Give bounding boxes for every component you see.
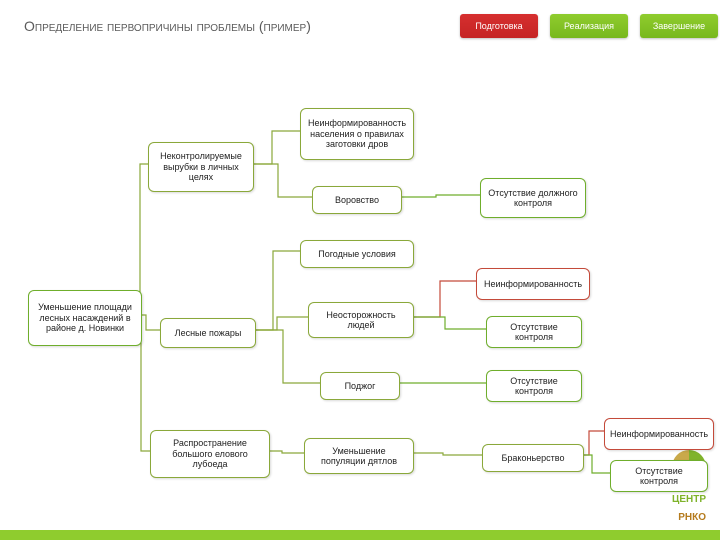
- node-noctrl3: Отсутствие контроля: [486, 370, 582, 402]
- node-weather: Погодные условия: [300, 240, 414, 268]
- edge-fire-weather: [246, 251, 300, 330]
- node-theft: Воровство: [312, 186, 402, 214]
- node-people: Неосторожность людей: [308, 302, 414, 338]
- logo-text-2: РНКО: [678, 512, 706, 523]
- node-root: Уменьшение площади лесных насаждений в р…: [28, 290, 142, 346]
- node-noctrl1: Отсутствие должного контроля: [480, 178, 586, 218]
- footer-accent-bar: [0, 530, 720, 540]
- logo-text-1: ЦЕНТР: [672, 494, 706, 505]
- node-uninf3: Неинформированность: [604, 418, 714, 450]
- node-arson: Поджог: [320, 372, 400, 400]
- badge-finish: Завершение: [640, 14, 718, 38]
- node-uninf2: Неинформированность: [476, 268, 590, 300]
- badge-impl: Реализация: [550, 14, 628, 38]
- node-uninf1: Неинформированность населения о правилах…: [300, 108, 414, 160]
- node-poach: Браконьерство: [482, 444, 584, 472]
- node-noctrl4: Отсутствие контроля: [610, 460, 708, 492]
- edge-theft-noctrl1: [392, 195, 480, 197]
- node-noctrl2: Отсутствие контроля: [486, 316, 582, 348]
- slide-title: Определение первопричины проблемы (приме…: [24, 18, 311, 34]
- edge-people-noctrl2: [404, 317, 486, 329]
- edge-fire-arson: [246, 330, 320, 383]
- edge-cut-theft: [244, 164, 312, 197]
- node-cut: Неконтролируемые вырубки в личных целях: [148, 142, 254, 192]
- node-beetle: Распространение большого елового лубоеда: [150, 430, 270, 478]
- edge-people-uninf2: [404, 281, 476, 317]
- badge-prep: Подготовка: [460, 14, 538, 38]
- edge-wood-poach: [404, 453, 482, 455]
- node-wood: Уменьшение популяции дятлов: [304, 438, 414, 474]
- node-fire: Лесные пожары: [160, 318, 256, 348]
